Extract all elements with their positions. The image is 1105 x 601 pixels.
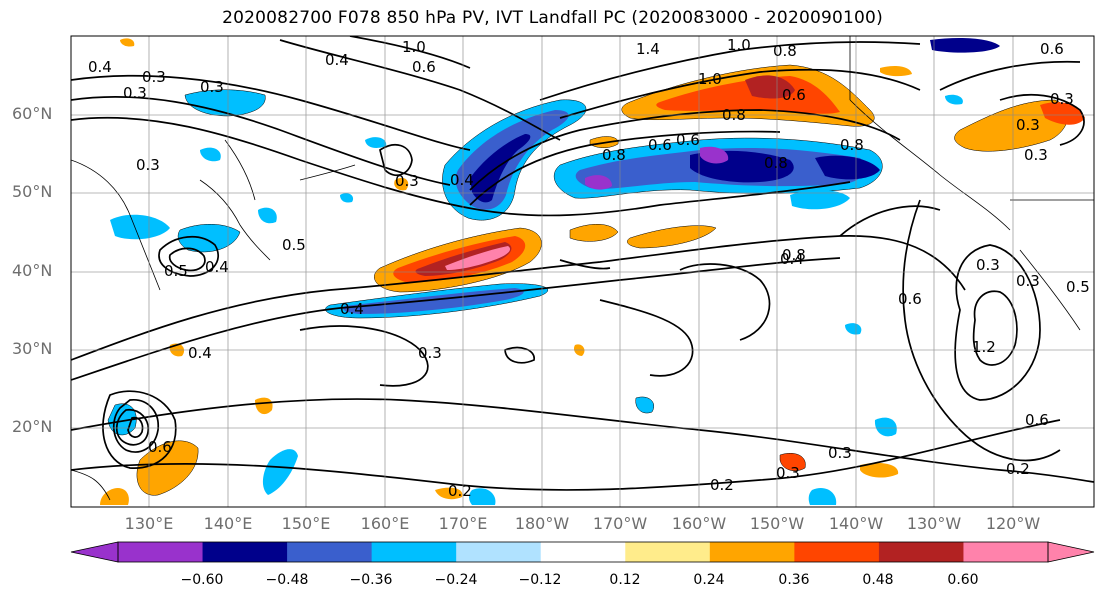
contour-label: 0.8	[722, 106, 746, 124]
contour-label: 0.4	[88, 58, 112, 76]
colorbar-swatch	[709, 542, 795, 562]
colorbar-tick-label: −0.12	[518, 572, 562, 588]
colorbar-tick-label: 0.60	[947, 572, 979, 588]
contour-label: 0.3	[1050, 90, 1074, 108]
contour-label: 0.2	[1006, 460, 1030, 478]
lon-label: 150°W	[749, 514, 805, 533]
contour-label: 0.3	[1024, 146, 1048, 164]
colorbar-swatch	[202, 542, 288, 562]
contour-label: 0.2	[710, 476, 734, 494]
contour-label: 1.4	[636, 40, 660, 58]
lon-label: 160°W	[671, 514, 727, 533]
contour-label: 1.0	[727, 36, 751, 54]
lon-label: 170°W	[592, 514, 648, 533]
graticule	[71, 36, 1094, 507]
contour-label: 0.6	[898, 290, 922, 308]
colorbar-swatch	[456, 542, 542, 562]
contour-label: 0.6	[648, 136, 672, 154]
colorbar-swatch	[287, 542, 373, 562]
colorbar-swatch	[625, 542, 711, 562]
contour-labels: 0.4 0.3 0.3 0.3 0.4 1.0 0.6 1.4 1.0 0.8 …	[88, 36, 1090, 500]
contour-label: 1.2	[972, 338, 996, 356]
contour-label: 0.6	[1040, 40, 1064, 58]
contour-label: 0.8	[764, 154, 788, 172]
contour-label: 0.8	[602, 146, 626, 164]
lat-label: 20°N	[12, 417, 53, 436]
contour-label: 0.8	[782, 246, 806, 264]
contour-label: 0.3	[136, 156, 160, 174]
contour-label: 1.0	[698, 70, 722, 88]
contour-label: 0.2	[448, 482, 472, 500]
contour-label: 0.4	[340, 300, 364, 318]
contour-label: 0.5	[164, 262, 188, 280]
contour-label: 0.3	[1016, 116, 1040, 134]
colorbar-tick-label: −0.36	[349, 572, 393, 588]
coastlines	[71, 36, 1094, 501]
contour-label: 0.3	[976, 256, 1000, 274]
contour-label: 0.3	[776, 464, 800, 482]
contour-label: 0.4	[205, 258, 229, 276]
colorbar-tick-label: 0.24	[693, 572, 725, 588]
lon-label: 160°E	[360, 514, 410, 533]
colorbar-extend-low	[70, 541, 119, 563]
contour-label: 0.3	[395, 172, 419, 190]
colorbar-frame	[117, 541, 1049, 563]
lon-label: 180°W	[514, 514, 570, 533]
contour-label: 0.6	[1025, 411, 1049, 429]
colorbar-extend-high	[1047, 541, 1095, 563]
colorbar-swatch	[118, 542, 204, 562]
colorbar-swatch	[878, 542, 964, 562]
contour-label: 0.8	[773, 42, 797, 60]
colorbar-tick-label: −0.48	[265, 572, 309, 588]
lat-label: 50°N	[12, 182, 53, 201]
colorbar-tick-label: 0.36	[778, 572, 810, 588]
colorbar-tick-label: 0.12	[609, 572, 641, 588]
contour-label: 0.6	[412, 58, 436, 76]
contour-label: 0.4	[780, 250, 804, 268]
contour-label: 0.6	[148, 438, 172, 456]
colorbar-tick-label: 0.48	[862, 572, 894, 588]
contour-label: 0.4	[325, 51, 349, 69]
pv-contours	[71, 36, 1094, 491]
contour-label: 0.3	[142, 68, 166, 86]
plot-frame	[70, 35, 1095, 508]
contour-label: 0.8	[840, 136, 864, 154]
colorbar	[70, 541, 1095, 563]
lon-label: 140°E	[203, 514, 253, 533]
lon-label: 130°W	[906, 514, 962, 533]
contour-label: 1.0	[402, 38, 426, 56]
contour-label: 0.3	[418, 344, 442, 362]
contour-label: 0.4	[188, 344, 212, 362]
contour-label: 0.4	[450, 171, 474, 189]
lon-label: 130°E	[124, 514, 174, 533]
contour-label: 0.3	[1016, 272, 1040, 290]
colorbar-swatch	[794, 542, 880, 562]
contour-label: 0.3	[123, 84, 147, 102]
colorbar-tick-label: −0.60	[180, 572, 224, 588]
colorbar-swatch	[963, 542, 1049, 562]
lon-label: 120°W	[985, 514, 1041, 533]
contour-label: 0.5	[1066, 278, 1090, 296]
colorbar-swatch	[371, 542, 457, 562]
colorbar-tick-label: −0.24	[434, 572, 478, 588]
contour-label: 0.3	[200, 78, 224, 96]
contour-label: 0.5	[282, 236, 306, 254]
pv-shading	[100, 38, 1085, 505]
lat-label: 40°N	[12, 261, 53, 280]
chart-title: 2020082700 F078 850 hPa PV, IVT Landfall…	[222, 8, 883, 28]
contour-label: 0.6	[676, 131, 700, 149]
contour-label: 0.3	[828, 444, 852, 462]
lat-label: 60°N	[12, 104, 53, 123]
lon-label: 170°E	[438, 514, 488, 533]
lon-label: 140°W	[828, 514, 884, 533]
lat-label: 30°N	[12, 339, 53, 358]
contour-label: 0.6	[782, 86, 806, 104]
lon-label: 150°E	[281, 514, 331, 533]
colorbar-swatch	[540, 542, 626, 562]
